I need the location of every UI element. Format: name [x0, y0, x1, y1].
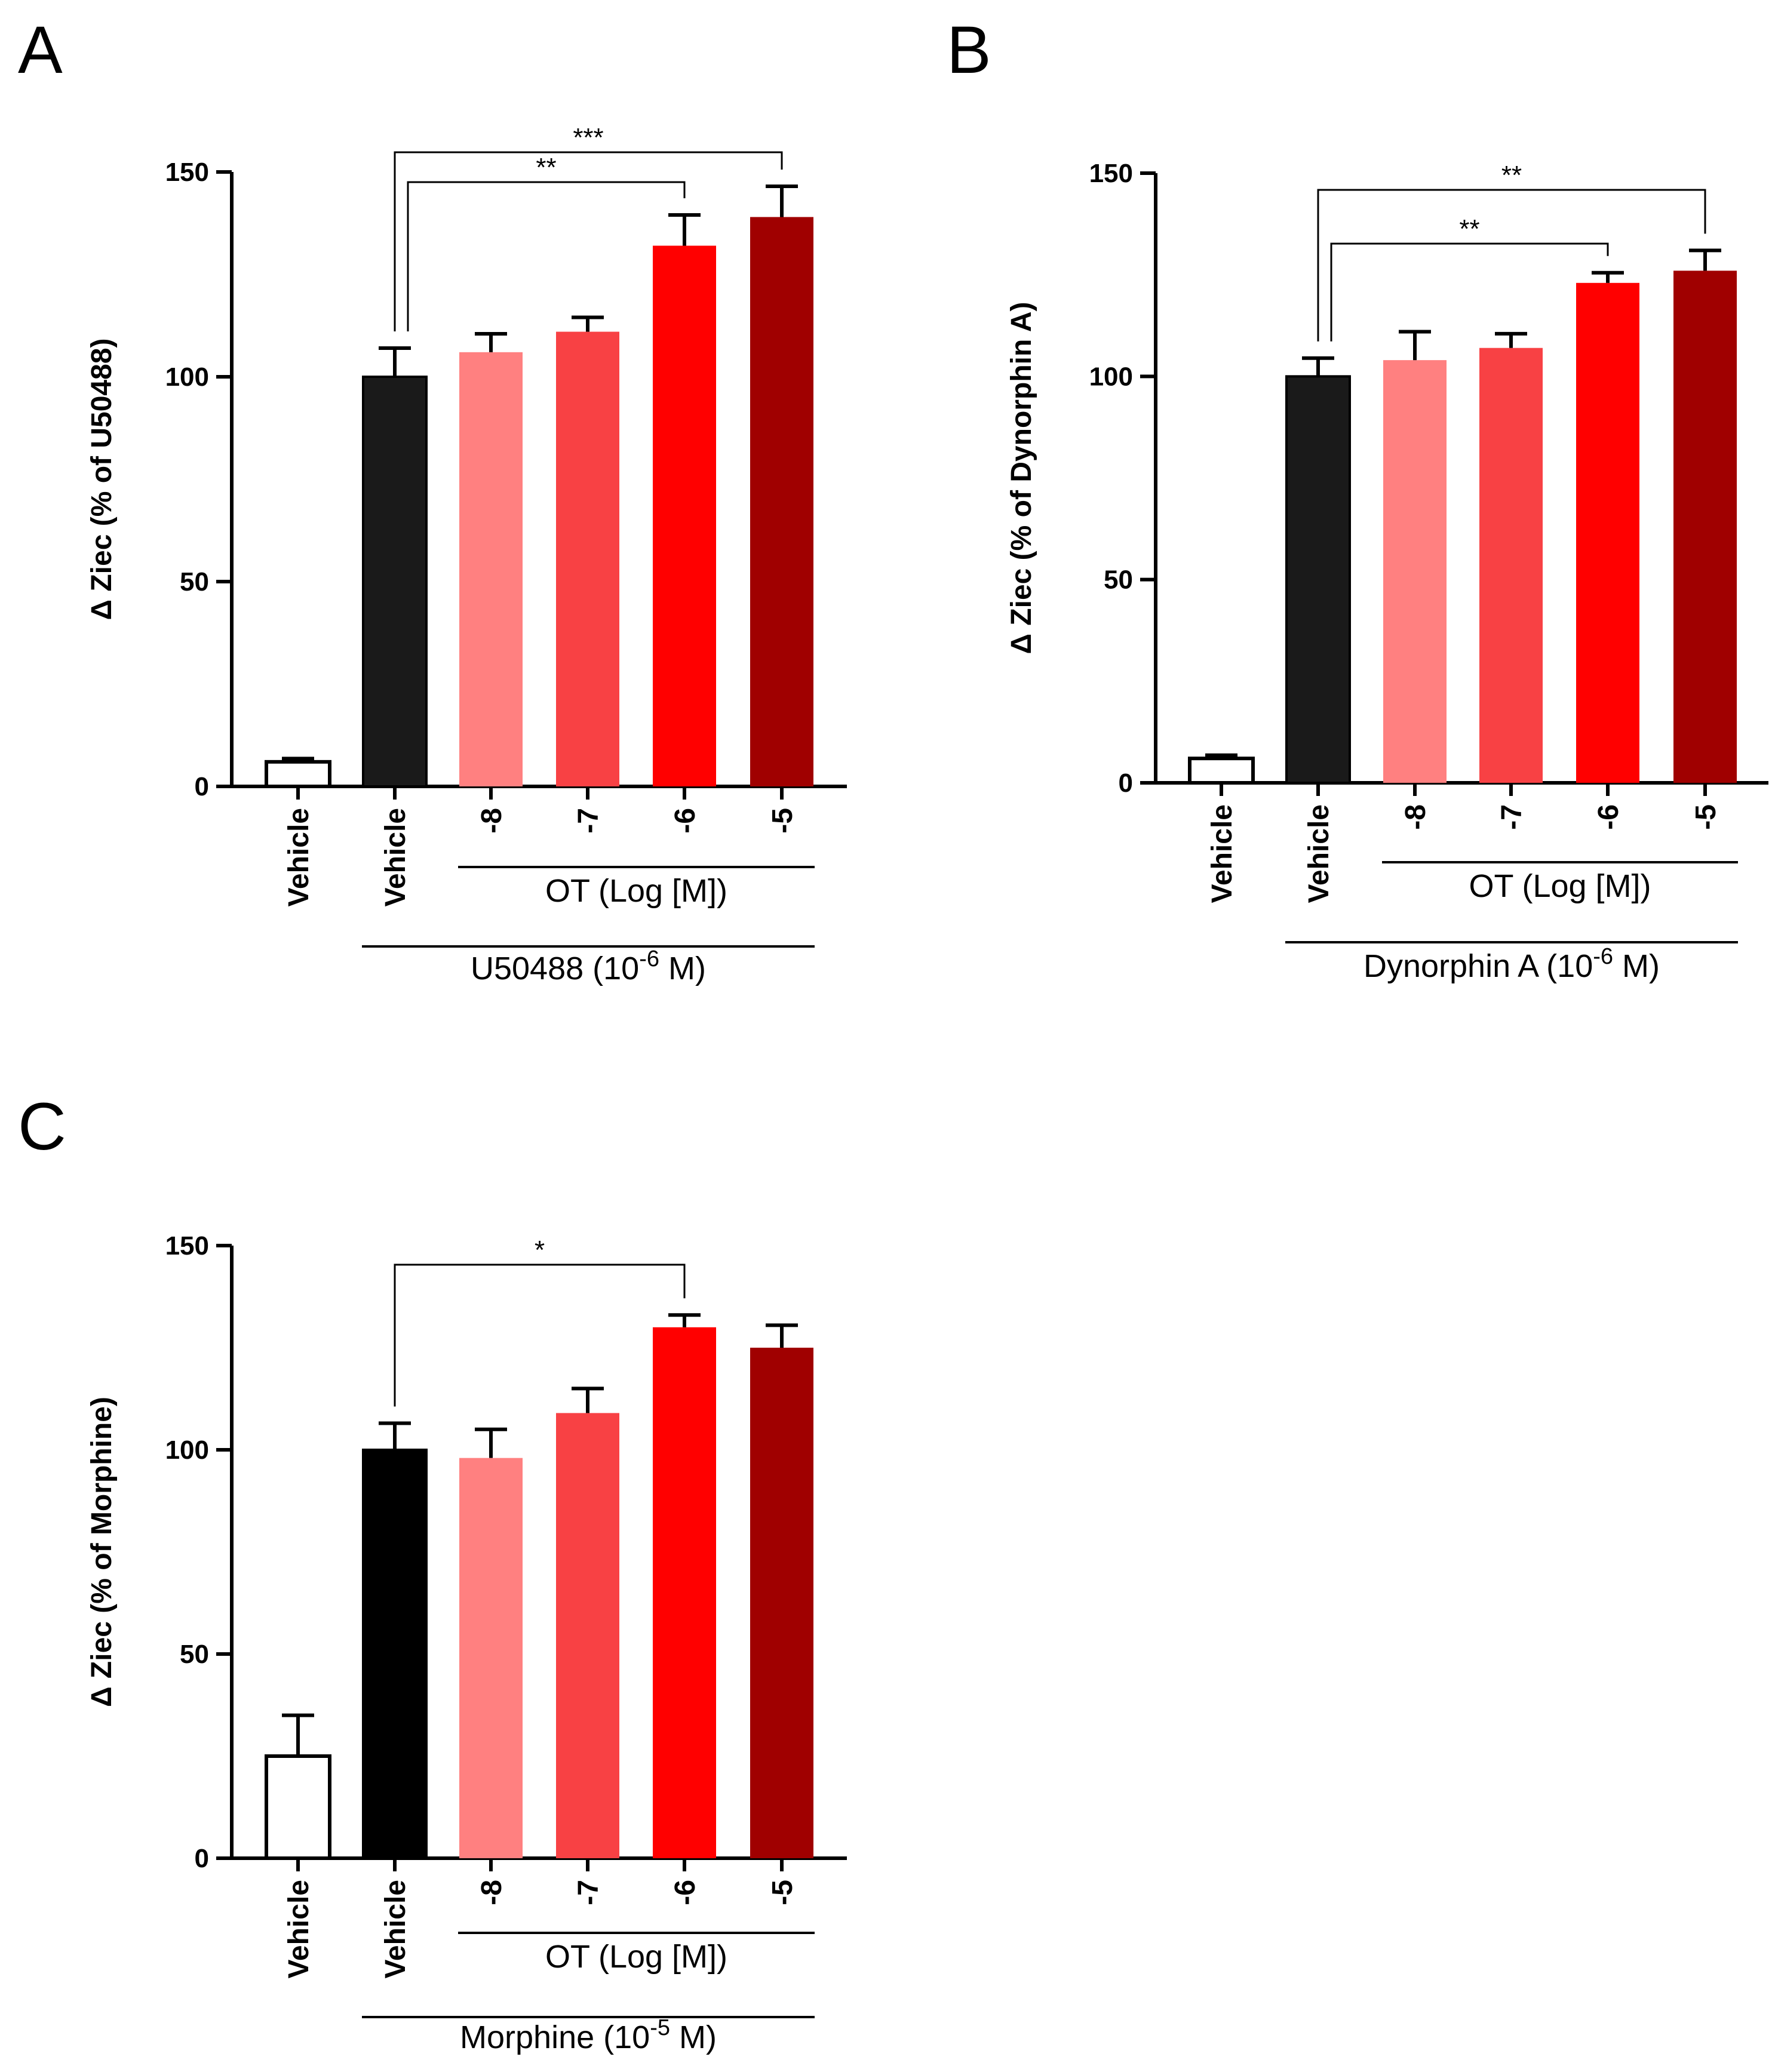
panel-c: C 0 50 100 150 Δ Ziec (% of Morphine) Vehicle V…	[18, 1089, 847, 2055]
y-tick-label: 50	[180, 1640, 209, 1669]
x-tick-label: Vehicle	[380, 808, 411, 906]
y-tick-label: 0	[195, 1844, 209, 1873]
significance-bracket	[1330, 242, 1609, 342]
bar	[459, 1458, 523, 1858]
x-tick-label: -6	[670, 1880, 701, 1905]
agonist-group-label: Dynorphin A (10-6 M)	[1364, 944, 1660, 984]
bar	[750, 1348, 813, 1858]
x-tick-label: Vehicle	[283, 1880, 315, 1978]
y-tick-label: 100	[1089, 362, 1133, 391]
y-tick-label: 50	[180, 567, 209, 597]
significance-label: ***	[573, 123, 603, 152]
bar	[556, 1413, 619, 1858]
bar	[362, 1449, 428, 1859]
x-tick-label: -5	[767, 1880, 799, 1905]
y-tick-label: 0	[1119, 768, 1133, 798]
bar	[1479, 348, 1543, 783]
panel-b: B 0 50 100 150 Δ Ziec (% of Dynorphin A) Vehic…	[947, 13, 1768, 984]
agonist-group-label: Morphine (10-5 M)	[460, 2015, 717, 2055]
significance-label: *	[535, 1235, 545, 1265]
panel-letter: A	[18, 13, 63, 87]
bar	[653, 245, 716, 787]
x-tick-label: -7	[1496, 804, 1528, 830]
ot-group-label: OT (Log [M])	[545, 873, 727, 909]
y-axis-label: Δ Ziec (% of Dynorphin A)	[1006, 302, 1037, 654]
x-tick-label: -5	[1690, 804, 1722, 830]
bar	[1383, 360, 1447, 783]
x-tick-label: -5	[767, 808, 799, 834]
significance-bracket	[394, 1264, 686, 1407]
y-tick-label: 100	[165, 362, 209, 392]
significance-bracket	[394, 151, 783, 331]
panel-letter: C	[18, 1089, 66, 1164]
y-axis-label: Δ Ziec (% of U50488)	[86, 339, 118, 620]
x-tick-label: -7	[573, 808, 604, 834]
bar	[459, 352, 523, 786]
significance-label: **	[1459, 214, 1479, 244]
significance-bracket	[407, 181, 686, 331]
x-tick-label: -8	[1400, 804, 1432, 830]
x-tick-label: -6	[1593, 804, 1624, 830]
x-tick-label: Vehicle	[1303, 804, 1335, 903]
y-tick-label: 50	[1104, 565, 1133, 595]
x-tick-label: Vehicle	[380, 1880, 411, 1978]
bar	[556, 331, 619, 786]
agonist-group-label: U50488 (10-6 M)	[471, 946, 706, 986]
bar	[1576, 282, 1639, 783]
y-tick-label: 100	[165, 1435, 209, 1465]
ot-group-label: OT (Log [M])	[545, 1939, 727, 1975]
bar	[653, 1327, 716, 1858]
panel-letter: B	[947, 13, 991, 87]
y-tick-label: 150	[165, 158, 209, 187]
bar	[265, 1754, 331, 1860]
y-tick-label: 150	[165, 1231, 209, 1261]
x-tick-label: -7	[573, 1880, 604, 1905]
significance-bracket	[1317, 189, 1706, 342]
significance-label: **	[1501, 161, 1522, 190]
x-tick-label: Vehicle	[1206, 804, 1238, 903]
x-tick-label: -6	[670, 808, 701, 834]
bar	[362, 376, 428, 788]
x-tick-label: -8	[476, 1880, 508, 1905]
panel-a: A 0 50 100 150 Δ Ziec (% of U50488) Vehicle Veh…	[18, 13, 847, 986]
y-axis-label: Δ Ziec (% of Morphine)	[86, 1397, 118, 1707]
x-tick-label: Vehicle	[283, 808, 315, 906]
bar	[750, 217, 813, 787]
ot-group-label: OT (Log [M])	[1469, 868, 1651, 904]
bar	[1188, 757, 1255, 785]
bar	[1285, 375, 1351, 784]
significance-label: **	[536, 153, 556, 182]
y-tick-label: 0	[195, 772, 209, 801]
bar	[1673, 270, 1737, 783]
y-tick-label: 150	[1089, 159, 1133, 188]
bar	[265, 760, 331, 788]
x-tick-label: -8	[476, 808, 508, 834]
